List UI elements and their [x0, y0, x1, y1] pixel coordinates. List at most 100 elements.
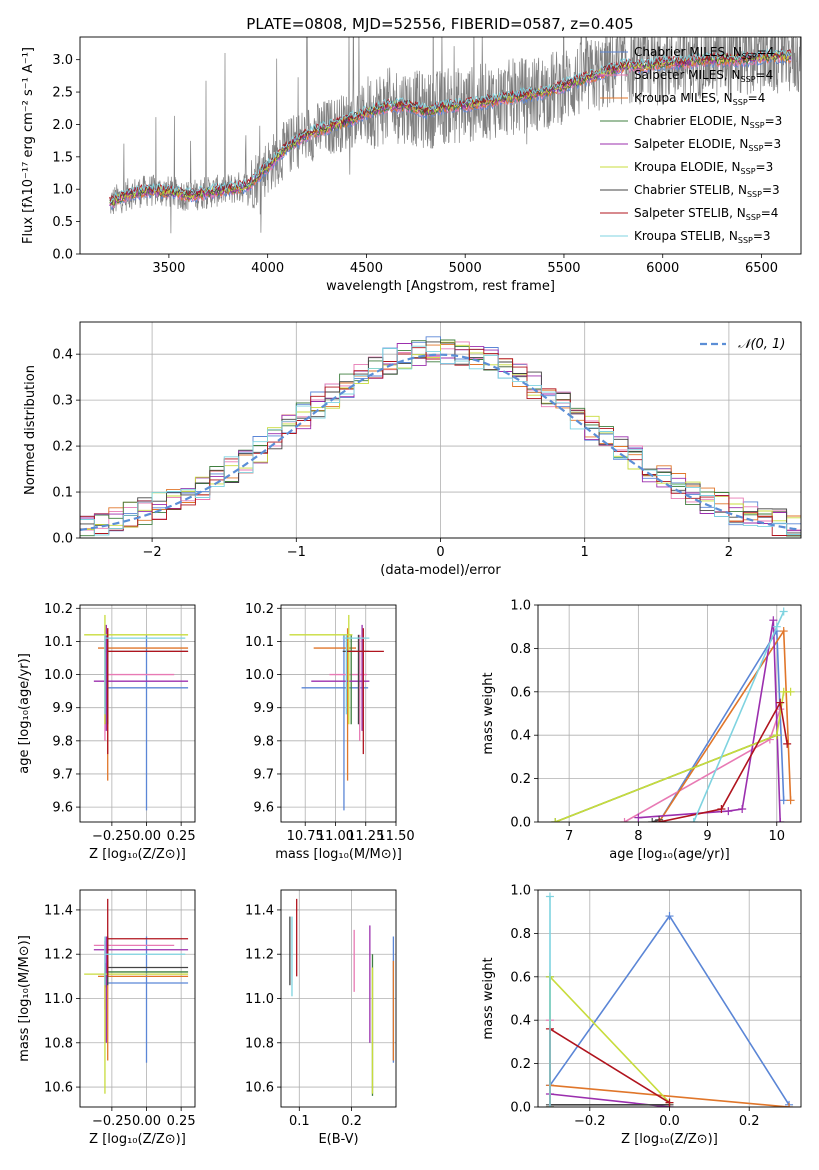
y-tick-label: 0.6 — [510, 685, 531, 700]
x-tick-label: 5000 — [449, 261, 482, 276]
mass-weight-marker — [545, 892, 554, 901]
y-tick-label: 11.0 — [44, 992, 73, 1007]
figure-title: PLATE=0808, MJD=52556, FIBERID=0587, z=0… — [246, 15, 633, 33]
legend-sub: SSP — [747, 190, 762, 199]
panel-spectrum: 3500 4000 4500 5000 5500 6000 6500 0.0 0.5 1.0 1.5… — [21, 36, 802, 294]
x-tick-label: 6000 — [646, 261, 679, 276]
x-axis-label: E(B-V) — [318, 1132, 358, 1147]
legend-entry: Kroupa STELIB, NSSP=3 — [634, 229, 771, 245]
x-tick-label: 0.0 — [659, 1114, 680, 1129]
y-tick-label: 1.5 — [52, 150, 73, 165]
legend-sub: SSP — [741, 75, 756, 84]
y-tick-label: 9.9 — [52, 701, 73, 716]
x-tick-label: 0.2 — [739, 1114, 760, 1129]
legend-entry: Kroupa ELODIE, NSSP=3 — [634, 160, 773, 176]
mass-weight-line — [624, 708, 781, 822]
plot-area-residuals — [80, 336, 801, 537]
legend-entry: Salpeter ELODIE, NSSP=3 — [634, 137, 781, 153]
mass-weight-marker — [634, 813, 643, 822]
y-tick-label: 9.9 — [253, 701, 274, 716]
y-tick-label: 2.5 — [52, 86, 73, 101]
normal-curve — [80, 353, 801, 531]
residual-histogram — [80, 345, 801, 536]
mass-weight-marker — [786, 687, 795, 696]
legend-entry: Kroupa MILES, NSSP=4 — [634, 91, 765, 107]
axes-frame — [537, 889, 802, 1108]
y-tick-label: 0.3 — [52, 394, 73, 409]
y-tick-label: 0.6 — [510, 970, 531, 985]
legend-entry: Salpeter MILES, NSSP=4 — [634, 68, 773, 84]
legend-entry: Salpeter STELIB, NSSP=4 — [634, 206, 778, 222]
x-tick-label: 11.00 — [317, 829, 354, 844]
y-tick-label: 0.1 — [52, 486, 73, 501]
x-tick-label: 1 — [581, 545, 589, 560]
x-tick-label: 10.75 — [287, 829, 324, 844]
axes-frame — [79, 889, 196, 1108]
legend-sub: SSP — [742, 52, 757, 61]
y-tick-label: 9.6 — [52, 801, 73, 816]
legend-label: Salpeter ELODIE, N — [634, 137, 748, 151]
y-tick-label: 9.7 — [52, 767, 73, 782]
mass-weight-marker — [779, 607, 788, 616]
y-tick-label: 0.2 — [510, 772, 531, 787]
x-tick-label: 0.25 — [167, 829, 196, 844]
mass-weight-line — [549, 1084, 790, 1107]
legend-entry: Chabrier MILES, NSSP=4 — [634, 45, 774, 61]
x-axis-label: Z [log₁₀(Z/Z⊙)] — [89, 847, 186, 862]
model-spectrum — [109, 48, 792, 203]
x-tick-label: 0.2 — [341, 1114, 362, 1129]
y-tick-label: 10.8 — [245, 1036, 274, 1051]
x-tick-label: −1 — [287, 545, 306, 560]
x-tick-label: 8 — [634, 829, 642, 844]
y-tick-label: 0.0 — [510, 1101, 531, 1116]
y-tick-label: 0.5 — [52, 215, 73, 230]
x-tick-label: 0.25 — [167, 1114, 196, 1129]
legend-sub: SSP — [741, 167, 756, 176]
x-tick-label: −0.25 — [92, 1114, 132, 1129]
x-tick-label: 11.25 — [347, 829, 384, 844]
axes-frame — [79, 36, 802, 255]
mass-weight-marker — [783, 739, 792, 748]
y-tick-label: 3.0 — [52, 53, 73, 68]
mass-weight-line — [658, 700, 788, 822]
x-axis-label: age [log₁₀(age/yr)] — [609, 847, 730, 862]
legend-entry: Chabrier ELODIE, NSSP=3 — [634, 114, 782, 130]
mass-weight-marker — [738, 804, 747, 813]
y-tick-label: 10.0 — [245, 668, 274, 683]
y-tick-label: 0.0 — [52, 532, 73, 547]
y-tick-label: 10.8 — [44, 1036, 73, 1051]
panel-mass-weight-vs-Z: −0.2 0.0 0.2 0.0 0.2 0.4 0.6 0.8 1.0 Z [log₁₀(Z/Z… — [481, 884, 802, 1147]
legend-tail: =4 — [748, 91, 766, 105]
legend-sub: SSP — [746, 213, 761, 222]
y-tick-label: 0.0 — [52, 248, 73, 263]
x-axis-label: mass [log₁₀(M/M⊙)] — [275, 847, 402, 862]
x-tick-label: 11.50 — [377, 829, 414, 844]
x-tick-label: 4000 — [251, 261, 284, 276]
y-tick-label: 0.2 — [52, 440, 73, 455]
axes-frame — [79, 604, 196, 823]
x-tick-label: 0.00 — [132, 829, 161, 844]
y-tick-label: 1.0 — [52, 183, 73, 198]
legend-tail: =4 — [756, 68, 774, 82]
y-tick-label: 9.6 — [253, 801, 274, 816]
y-tick-label: 10.1 — [44, 635, 73, 650]
y-tick-label: 0.4 — [510, 1014, 531, 1029]
axes-frame — [280, 604, 397, 823]
mass-weight-marker — [779, 687, 788, 696]
y-tick-label: 11.0 — [245, 992, 274, 1007]
plot-area-mass-vs-EBV — [289, 898, 395, 1096]
y-tick-label: 0.0 — [510, 816, 531, 831]
y-tick-label: 10.6 — [44, 1081, 73, 1096]
legend-label: Kroupa STELIB, N — [634, 229, 738, 243]
x-tick-label: 0.00 — [132, 1114, 161, 1129]
axes-frame — [280, 889, 397, 1108]
legend-tail: =3 — [765, 114, 783, 128]
x-tick-label: −2 — [143, 545, 162, 560]
x-tick-label: −0.25 — [92, 829, 132, 844]
mass-weight-marker — [785, 1103, 794, 1107]
mass-weight-marker — [776, 818, 785, 822]
y-tick-label: 11.2 — [44, 948, 73, 963]
y-tick-label: 11.4 — [245, 903, 274, 918]
